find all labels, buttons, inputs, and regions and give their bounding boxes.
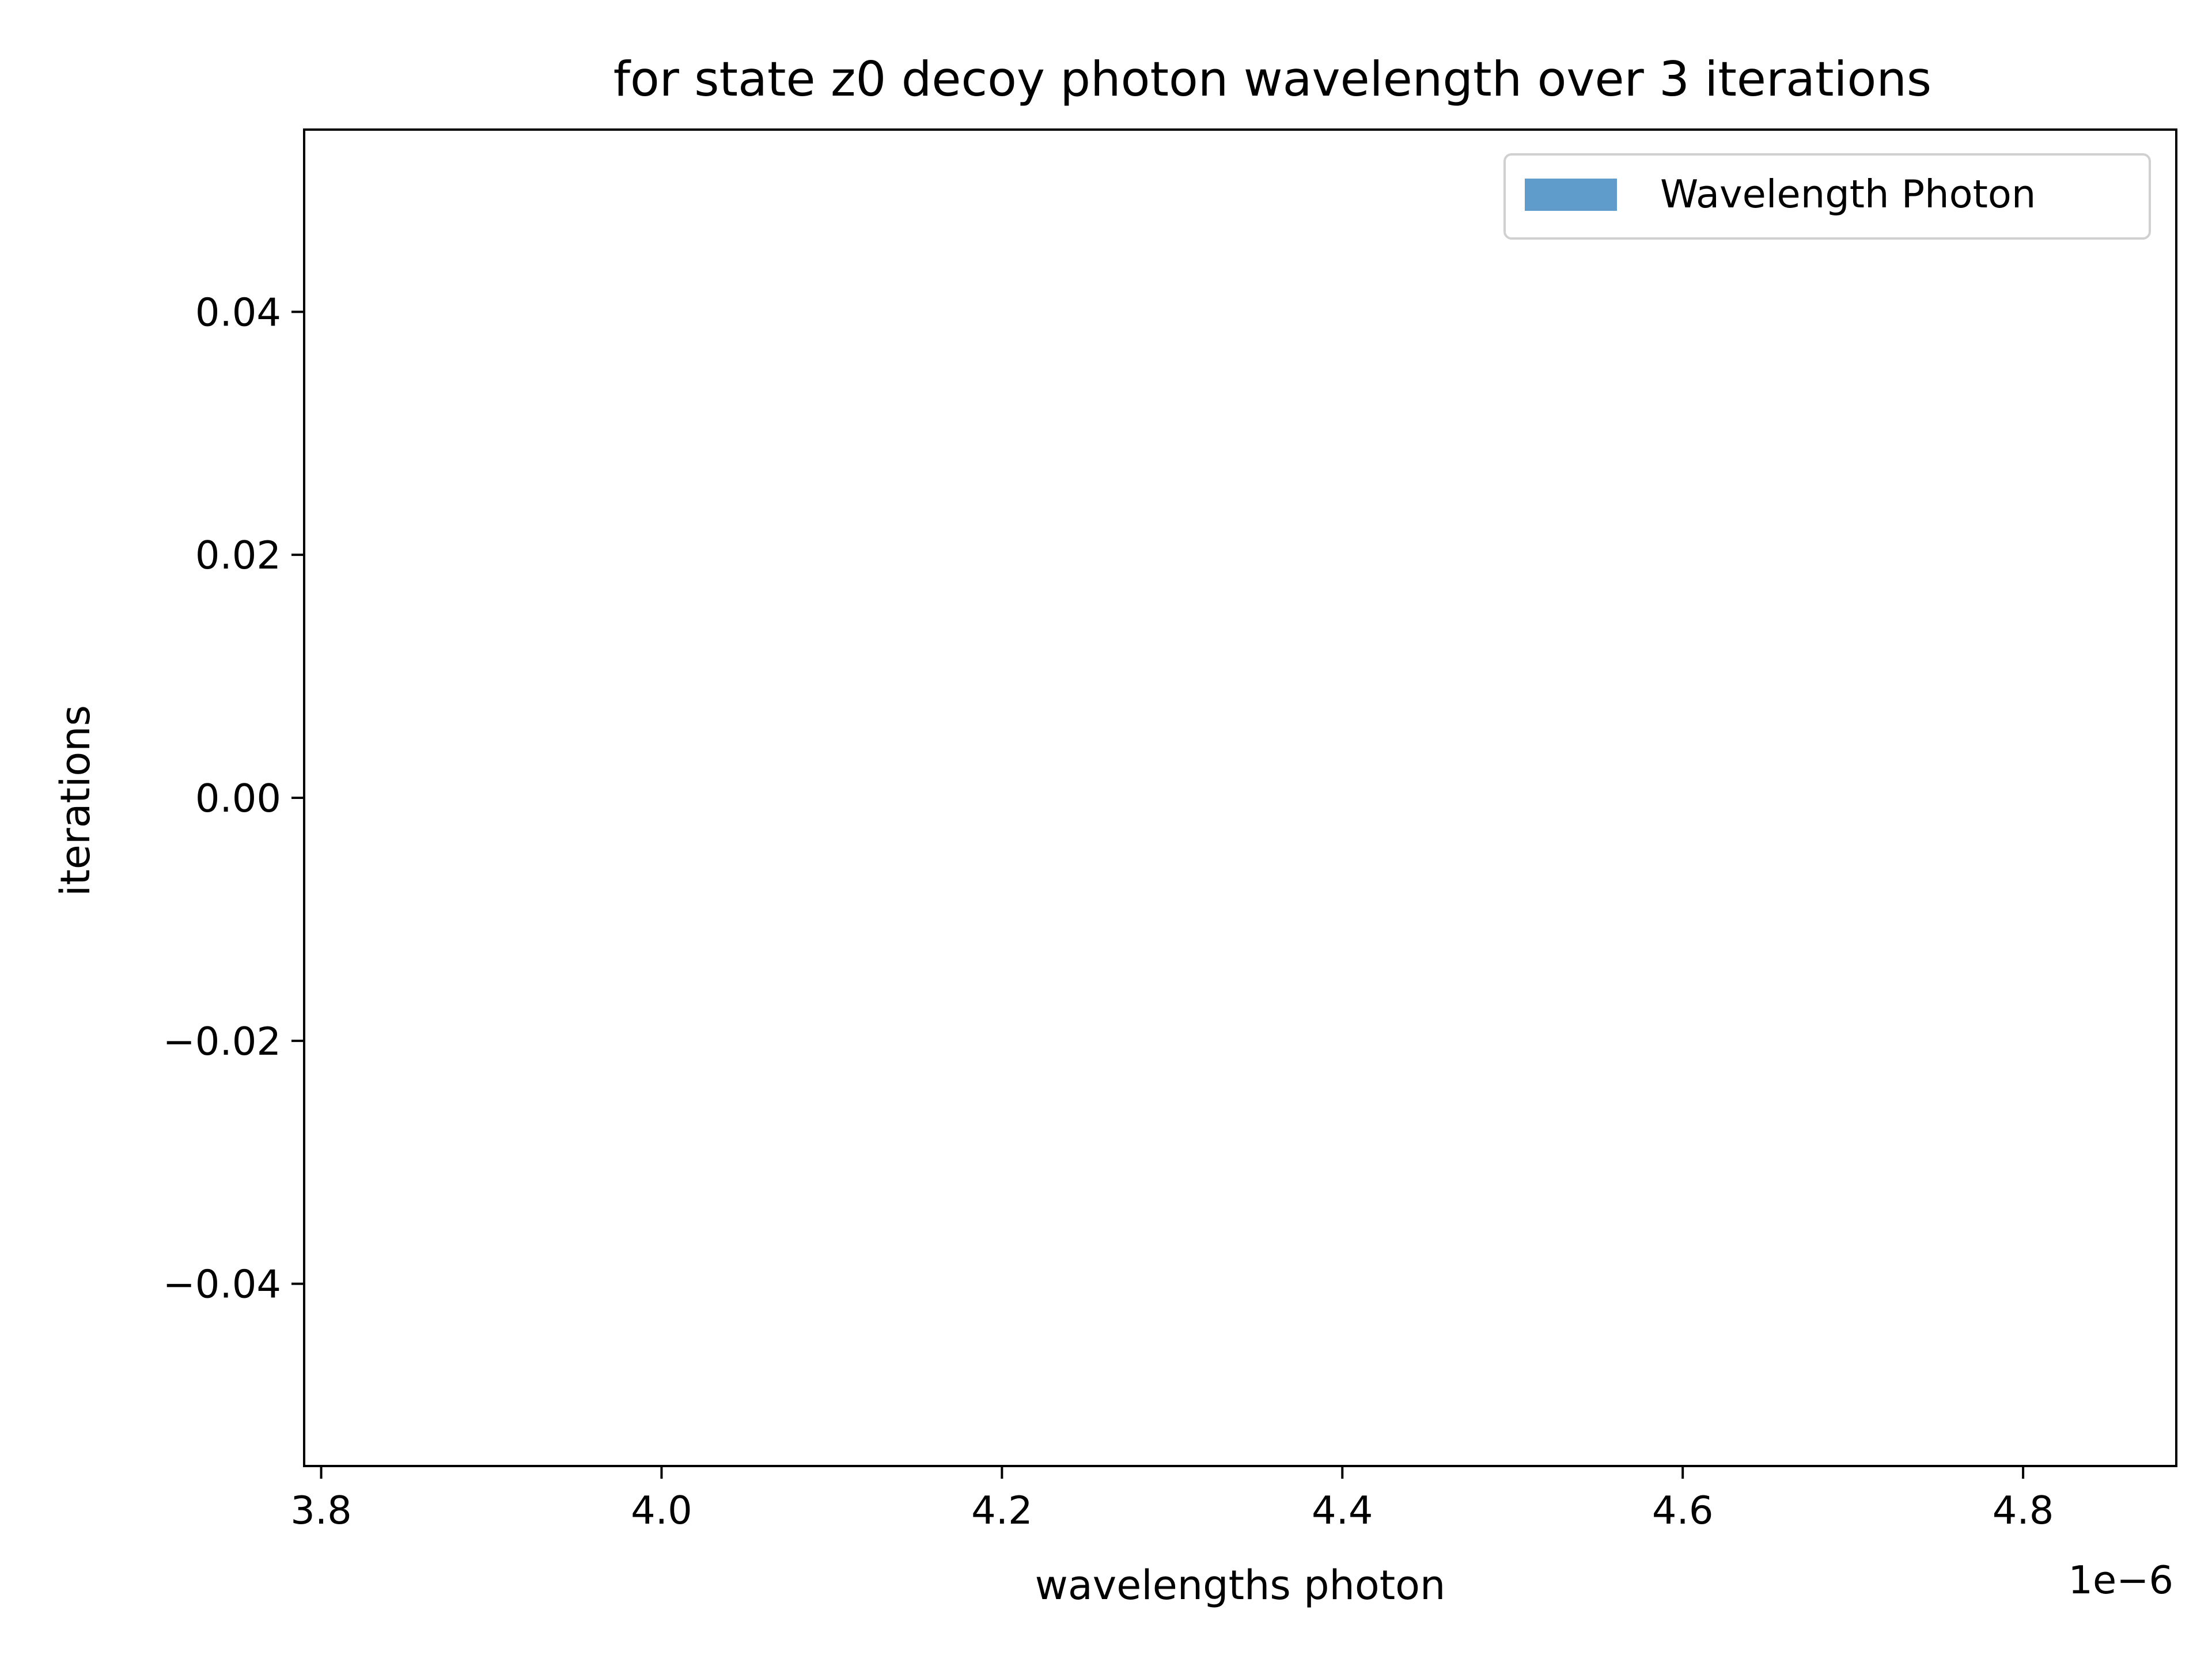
- plot-area: [303, 128, 2177, 1467]
- x-axis-ticks: 3.8 4.0 4.2 4.4 4.6 4.8: [290, 1466, 2054, 1533]
- x-tick-label: 4.8: [1993, 1488, 2054, 1533]
- legend: Wavelength Photon: [1503, 153, 2151, 240]
- y-tick-label: 0.00: [195, 776, 281, 821]
- y-tick-label: −0.02: [163, 1019, 281, 1064]
- x-offset-label: 1e−6: [2068, 1558, 2173, 1603]
- legend-entry-label: Wavelength Photon: [1660, 172, 2036, 217]
- y-axis-ticks: 0.04 0.02 0.00 −0.02 −0.04: [163, 290, 304, 1307]
- y-tick-label: −0.04: [163, 1262, 281, 1307]
- y-tick-label: 0.02: [195, 533, 281, 578]
- x-tick-label: 4.4: [1312, 1488, 1373, 1533]
- x-tick-label: 3.8: [290, 1488, 352, 1533]
- x-tick-label: 4.0: [631, 1488, 692, 1533]
- x-axis-label: wavelengths photon: [1035, 1562, 1446, 1609]
- plot-frame: [303, 128, 2177, 1467]
- legend-frame: [1503, 153, 2151, 240]
- legend-swatch: [1525, 179, 1617, 211]
- y-tick-label: 0.04: [195, 290, 281, 335]
- x-tick-label: 4.2: [971, 1488, 1033, 1533]
- chart-title: for state z0 decoy photon wavelength ove…: [613, 51, 1931, 107]
- x-tick-label: 4.6: [1652, 1488, 1714, 1533]
- y-axis-label: iterations: [52, 705, 99, 896]
